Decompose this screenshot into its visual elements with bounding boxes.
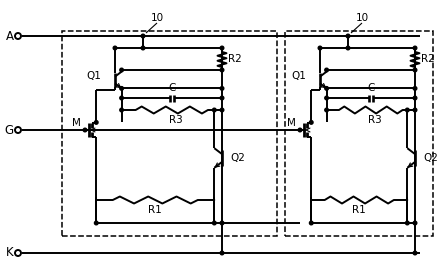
Circle shape <box>94 121 98 124</box>
Circle shape <box>413 251 417 255</box>
Text: 10: 10 <box>355 13 369 23</box>
Circle shape <box>413 46 417 50</box>
Circle shape <box>325 96 328 100</box>
Text: A: A <box>6 29 14 43</box>
Circle shape <box>413 68 417 72</box>
Text: M: M <box>72 118 81 128</box>
Circle shape <box>113 46 117 50</box>
Circle shape <box>318 46 322 50</box>
Circle shape <box>120 87 124 90</box>
Text: Q1: Q1 <box>86 71 101 81</box>
Text: R2: R2 <box>421 54 435 64</box>
Text: K: K <box>6 247 14 259</box>
Circle shape <box>405 221 409 225</box>
Circle shape <box>298 128 302 132</box>
Circle shape <box>413 87 417 90</box>
Text: C: C <box>367 83 374 93</box>
Circle shape <box>413 108 417 112</box>
Circle shape <box>15 127 21 133</box>
Circle shape <box>120 96 124 100</box>
Text: R3: R3 <box>368 115 382 125</box>
Circle shape <box>220 221 224 225</box>
Circle shape <box>220 96 224 100</box>
Text: R3: R3 <box>169 115 183 125</box>
Circle shape <box>346 34 350 38</box>
Circle shape <box>413 221 417 225</box>
Text: M: M <box>287 118 296 128</box>
Circle shape <box>120 68 124 72</box>
Circle shape <box>310 121 313 124</box>
Circle shape <box>220 87 224 90</box>
Text: R2: R2 <box>228 54 242 64</box>
Bar <box>62 31 277 236</box>
Circle shape <box>94 221 98 225</box>
Circle shape <box>325 68 328 72</box>
Circle shape <box>83 128 87 132</box>
Circle shape <box>141 46 145 50</box>
Circle shape <box>220 46 224 50</box>
Text: R1: R1 <box>148 205 162 215</box>
Text: Q1: Q1 <box>291 71 306 81</box>
Circle shape <box>325 87 328 90</box>
Circle shape <box>15 33 21 39</box>
Circle shape <box>213 108 216 112</box>
Text: C: C <box>168 83 175 93</box>
Circle shape <box>413 96 417 100</box>
Circle shape <box>310 221 313 225</box>
Circle shape <box>141 34 145 38</box>
Circle shape <box>220 108 224 112</box>
Circle shape <box>213 221 216 225</box>
Circle shape <box>325 108 328 112</box>
Circle shape <box>346 46 350 50</box>
Circle shape <box>120 108 124 112</box>
Circle shape <box>405 108 409 112</box>
Bar <box>285 31 433 236</box>
Text: R1: R1 <box>352 205 366 215</box>
Text: Q2: Q2 <box>230 153 245 163</box>
Text: G: G <box>5 124 14 136</box>
Circle shape <box>15 250 21 256</box>
Text: 10: 10 <box>151 13 163 23</box>
Circle shape <box>220 251 224 255</box>
Circle shape <box>220 68 224 72</box>
Text: Q2: Q2 <box>423 153 438 163</box>
